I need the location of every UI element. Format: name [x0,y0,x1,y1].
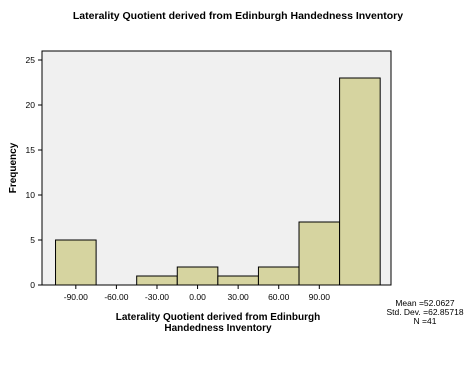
x-tick-label: -90.00 [64,292,88,302]
histogram-bar-5 [257,266,300,286]
y-tick-label: 10 [26,190,36,200]
x-axis-title-line-2: Handedness Inventory [164,323,272,334]
x-tick-label: -60.00 [104,292,128,302]
bars-group [55,77,381,286]
histogram-bar-3 [176,266,219,286]
x-tick-label: 60.00 [268,292,290,302]
y-axis: 0 5 10 15 20 25 [26,55,42,290]
x-tick-label: -30.00 [145,292,169,302]
y-tick-label: 0 [30,280,35,290]
y-tick-label: 20 [26,100,36,110]
x-axis-title-line-1: Laterality Quotient derived from Edinbur… [116,312,320,323]
y-tick-label: 15 [26,145,36,155]
x-tick-label: 90.00 [309,292,331,302]
y-axis-title: Frequency [8,142,19,193]
stats-n: N =41 [414,316,437,326]
histogram-bar-2 [136,275,178,286]
stats-mean: Mean =52.0627 [395,298,455,308]
stats-std-dev: Std. Dev. =62.85718 [386,307,463,317]
x-axis: -90.00 -60.00 -30.00 0.00 30.00 60.00 90.00 [64,285,330,302]
chart-title: Laterality Quotient derived from Edinbur… [73,10,403,22]
histogram-bar-6 [298,221,341,286]
histogram-bar-0 [55,239,97,286]
y-tick-label: 5 [30,235,35,245]
x-tick-label: 0.00 [189,292,206,302]
histogram-bar-4 [217,275,259,286]
histogram-bar-7 [339,77,381,286]
x-tick-label: 30.00 [228,292,250,302]
y-tick-label: 25 [26,55,36,65]
